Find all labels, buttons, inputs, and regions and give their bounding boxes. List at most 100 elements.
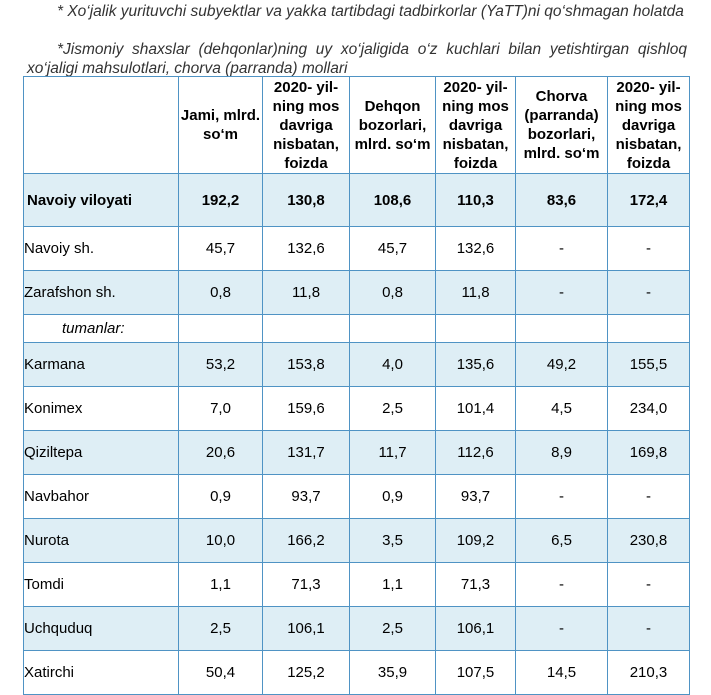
value-cell: 110,3	[435, 173, 516, 227]
table-row: Nurota 10,0 166,2 3,5 109,2 6,5 230,8	[23, 518, 690, 563]
value-cell: -	[515, 606, 608, 651]
value-cell: 0,9	[178, 474, 263, 519]
column-header: 2020- yil-ning mos davriga nisbatan, foi…	[607, 76, 690, 174]
value-cell: 112,6	[435, 430, 516, 475]
value-cell: 166,2	[262, 518, 350, 563]
value-cell: -	[607, 474, 690, 519]
value-cell: 4,0	[349, 342, 436, 387]
value-cell: 10,0	[178, 518, 263, 563]
value-cell: 3,5	[349, 518, 436, 563]
value-cell: 234,0	[607, 386, 690, 431]
value-cell: 71,3	[262, 562, 350, 607]
value-cell: 11,7	[349, 430, 436, 475]
value-cell: 14,5	[515, 650, 608, 695]
value-cell: 6,5	[515, 518, 608, 563]
empty-cell	[178, 314, 263, 343]
value-cell: 45,7	[349, 226, 436, 271]
value-cell: 169,8	[607, 430, 690, 475]
table-row: Tomdi 1,1 71,3 1,1 71,3- -	[23, 562, 690, 607]
value-cell: 49,2	[515, 342, 608, 387]
value-cell: -	[607, 270, 690, 315]
group-label: tumanlar:	[23, 314, 179, 343]
value-cell: 125,2	[262, 650, 350, 695]
value-cell: -	[515, 474, 608, 519]
value-cell: 20,6	[178, 430, 263, 475]
region-name: Tomdi	[23, 562, 179, 607]
value-cell: -	[607, 226, 690, 271]
value-cell: 0,8	[178, 270, 263, 315]
column-header: Chorva (parranda) bozorlari, mlrd. so‘m	[515, 76, 608, 174]
value-cell: 2,5	[178, 606, 263, 651]
empty-cell	[262, 314, 350, 343]
value-cell: 172,4	[607, 173, 690, 227]
market-turnover-table: Jami, mlrd. so‘m 2020- yil-ning mos davr…	[23, 76, 690, 695]
value-cell: 7,0	[178, 386, 263, 431]
value-cell: -	[607, 606, 690, 651]
column-header: Dehqon bozorlari, mlrd. so‘m	[349, 76, 436, 174]
value-cell: 35,9	[349, 650, 436, 695]
value-cell: 11,8	[435, 270, 516, 315]
value-cell: 192,2	[178, 173, 263, 227]
table-row: Uchquduq 2,5 106,1 2,5 106,1- -	[23, 606, 690, 651]
column-header: 2020- yil-ning mos davriga nisbatan, foi…	[262, 76, 350, 174]
region-name: Nurota	[23, 518, 179, 563]
value-cell: 1,1	[178, 562, 263, 607]
value-cell: 4,5	[515, 386, 608, 431]
value-cell: 2,5	[349, 606, 436, 651]
value-cell: 108,6	[349, 173, 436, 227]
table-row: tumanlar:	[23, 314, 690, 343]
empty-cell	[435, 314, 516, 343]
value-cell: 106,1	[435, 606, 516, 651]
region-name: Karmana	[23, 342, 179, 387]
region-name: Konimex	[23, 386, 179, 431]
table-row: Qiziltepa 20,6 131,7 11,7 112,6 8,9 169,8	[23, 430, 690, 475]
footnote-2: *Jismoniy shaxslar (dehqonlar)ning uy xo…	[27, 41, 687, 77]
value-cell: 11,8	[262, 270, 350, 315]
value-cell: -	[515, 270, 608, 315]
column-header	[23, 76, 179, 174]
column-header: 2020- yil-ning mos davriga nisbatan, foi…	[435, 76, 516, 174]
value-cell: 106,1	[262, 606, 350, 651]
value-cell: 8,9	[515, 430, 608, 475]
value-cell: 2,5	[349, 386, 436, 431]
value-cell: 0,9	[349, 474, 436, 519]
column-header: Jami, mlrd. so‘m	[178, 76, 263, 174]
table-row: Navbahor 0,9 93,7 0,9 93,7- -	[23, 474, 690, 519]
region-name: Navbahor	[23, 474, 179, 519]
value-cell: 132,6	[435, 226, 516, 271]
region-name: Xatirchi	[23, 650, 179, 695]
value-cell: 101,4	[435, 386, 516, 431]
table-row: Navoiy sh. 45,7 132,6 45,7 132,6- -	[23, 226, 690, 271]
value-cell: 1,1	[349, 562, 436, 607]
value-cell: -	[607, 562, 690, 607]
value-cell: 210,3	[607, 650, 690, 695]
value-cell: 93,7	[435, 474, 516, 519]
value-cell: 130,8	[262, 173, 350, 227]
region-name: Navoiy sh.	[23, 226, 179, 271]
value-cell: -	[515, 226, 608, 271]
value-cell: 153,8	[262, 342, 350, 387]
table-row: Navoiy viloyati 192,2 130,8 108,6 110,3 83,6 1…	[23, 173, 690, 227]
value-cell: 131,7	[262, 430, 350, 475]
value-cell: -	[515, 562, 608, 607]
region-name: Zarafshon sh.	[23, 270, 179, 315]
value-cell: 135,6	[435, 342, 516, 387]
table-row: Karmana 53,2 153,8 4,0 135,6 49,2 155,5	[23, 342, 690, 387]
value-cell: 71,3	[435, 562, 516, 607]
value-cell: 132,6	[262, 226, 350, 271]
value-cell: 93,7	[262, 474, 350, 519]
table-row: Zarafshon sh. 0,8 11,8 0,8 11,8- -	[23, 270, 690, 315]
region-name: Qiziltepa	[23, 430, 179, 475]
value-cell: 45,7	[178, 226, 263, 271]
value-cell: 230,8	[607, 518, 690, 563]
value-cell: 155,5	[607, 342, 690, 387]
value-cell: 50,4	[178, 650, 263, 695]
empty-cell	[515, 314, 608, 343]
value-cell: 53,2	[178, 342, 263, 387]
value-cell: 107,5	[435, 650, 516, 695]
value-cell: 159,6	[262, 386, 350, 431]
region-name: Navoiy viloyati	[23, 173, 179, 227]
header-row: Jami, mlrd. so‘m 2020- yil-ning mos davr…	[23, 76, 690, 174]
value-cell: 83,6	[515, 173, 608, 227]
table-row: Konimex 7,0 159,6 2,5 101,4 4,5 234,0	[23, 386, 690, 431]
